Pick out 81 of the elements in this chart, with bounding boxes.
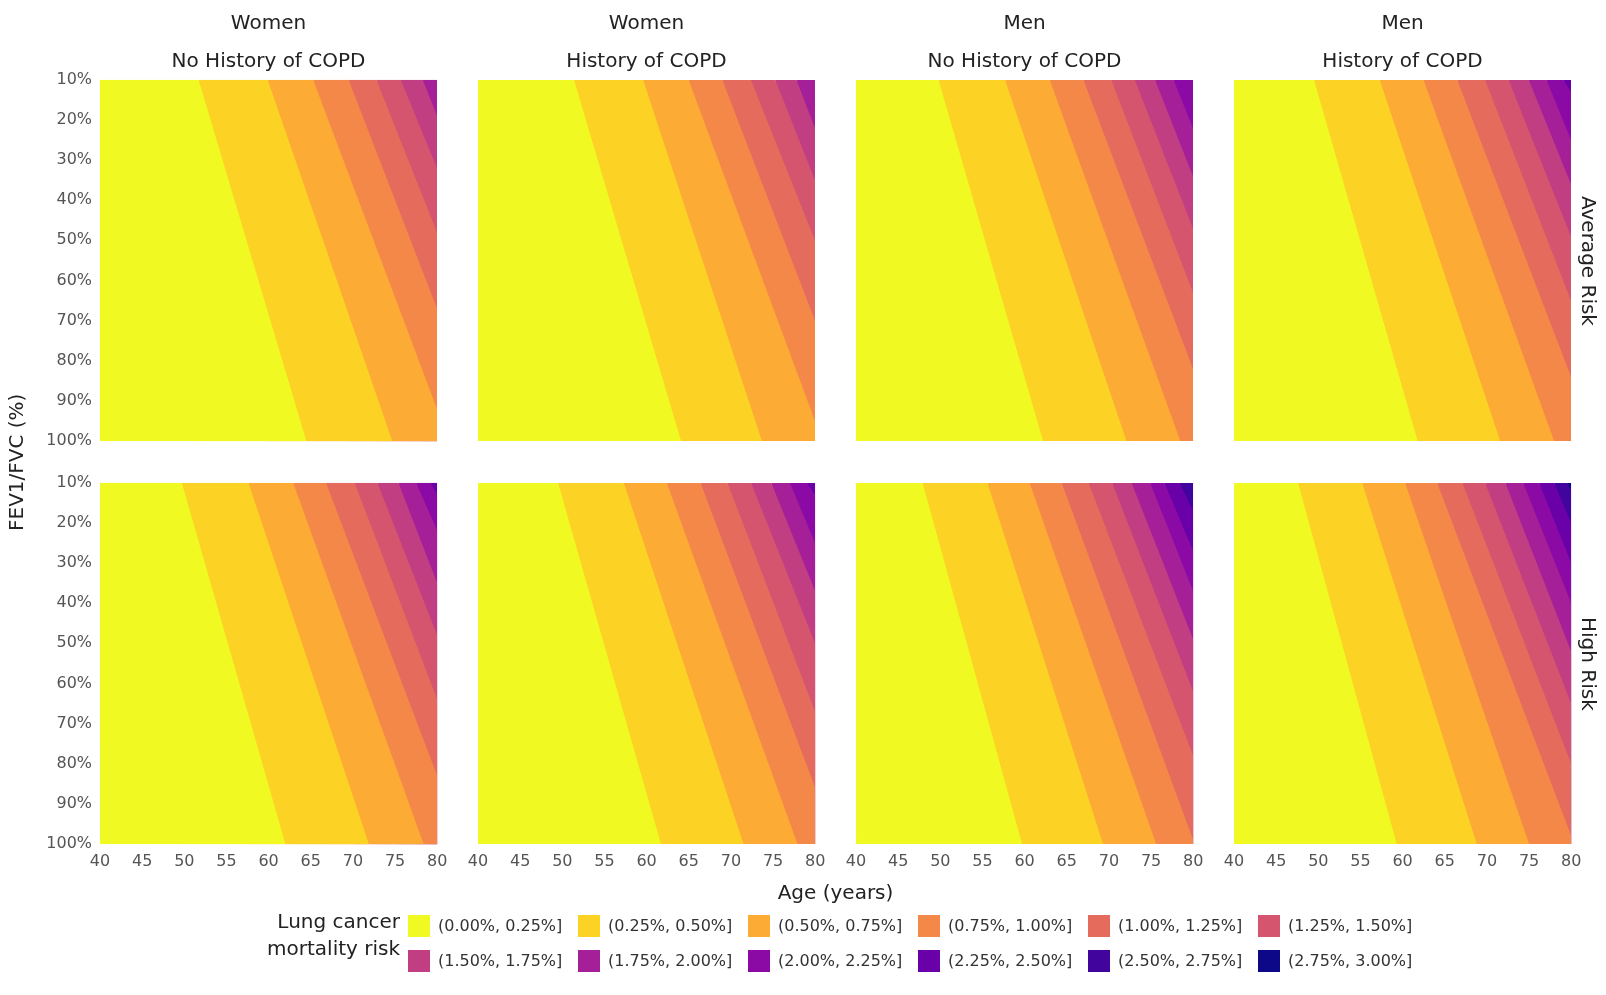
x-tick-label: 45 xyxy=(887,850,909,870)
x-tick-label: 50 xyxy=(930,850,951,870)
y-tick-label: 10% xyxy=(56,69,92,89)
x-tick-label: 70 xyxy=(342,851,364,871)
legend-label: (0.00%, 0.25%] xyxy=(438,916,563,935)
x-tick-label: 60 xyxy=(1014,850,1035,870)
y-tick-label: 100% xyxy=(46,833,93,853)
y-tick-label: 50% xyxy=(56,229,92,249)
x-axis-title: Age (years) xyxy=(776,880,895,904)
y-tick-label: 10% xyxy=(56,472,93,492)
y-tick-label: 30% xyxy=(56,552,93,572)
chart-title: Men xyxy=(1380,10,1425,34)
x-tick-label: 65 xyxy=(678,850,699,870)
legend-label: (1.75%, 2.00%] xyxy=(608,951,733,970)
x-tick-label: 55 xyxy=(216,851,237,871)
y-tick-label: 80% xyxy=(56,350,92,370)
text: High Risk xyxy=(1577,615,1601,713)
x-tick-label: 80 xyxy=(1183,850,1204,870)
x-tick-label: 75 xyxy=(1140,850,1162,870)
chart-subtitle: History of COPD xyxy=(1321,48,1484,72)
legend-label: (2.00%, 2.25%] xyxy=(778,951,903,970)
text: Average Risk xyxy=(1577,194,1601,328)
x-tick-label: 40 xyxy=(89,851,111,871)
x-tick-label: 40 xyxy=(1223,850,1245,870)
y-tick-label: 30% xyxy=(56,149,92,169)
x-tick-label: 70 xyxy=(1098,850,1120,870)
y-tick-label: 60% xyxy=(56,673,93,693)
legend-label: (2.25%, 2.50%] xyxy=(948,951,1073,970)
x-tick-label: 75 xyxy=(384,851,406,871)
y-tick-label: 60% xyxy=(56,270,92,290)
chart-subtitle: No History of COPD xyxy=(926,48,1123,72)
x-tick-label: 80 xyxy=(805,850,826,870)
x-tick-label: 70 xyxy=(720,850,742,870)
legend-label: (0.50%, 0.75%] xyxy=(778,916,903,935)
x-tick-label: 45 xyxy=(132,851,153,871)
x-tick-label: 45 xyxy=(509,850,531,870)
y-tick-label: 40% xyxy=(56,189,92,209)
y-tick-label: 20% xyxy=(56,512,93,532)
x-tick-label: 40 xyxy=(467,850,489,870)
y-axis-title: FEV1/FVC (%) xyxy=(4,392,28,533)
y-tick-label: 70% xyxy=(56,310,92,330)
x-tick-label: 50 xyxy=(552,850,573,870)
x-tick-label: 75 xyxy=(762,850,784,870)
legend-label: (0.25%, 0.50%] xyxy=(608,916,733,935)
x-tick-label: 55 xyxy=(1350,850,1371,870)
y-tick-label: 90% xyxy=(56,390,92,410)
x-tick-label: 65 xyxy=(300,851,321,871)
chart-subtitle: No History of COPD xyxy=(170,48,367,72)
y-tick-label: 50% xyxy=(56,632,93,652)
legend-label: (2.50%, 2.75%] xyxy=(1118,951,1243,970)
y-tick-label: 100% xyxy=(46,430,92,450)
x-tick-label: 55 xyxy=(594,850,615,870)
x-tick-label: 40 xyxy=(845,850,867,870)
legend-label: (0.75%, 1.00%] xyxy=(948,916,1073,935)
y-tick-label: 40% xyxy=(56,592,93,612)
x-tick-label: 75 xyxy=(1518,850,1540,870)
x-tick-label: 80 xyxy=(1561,850,1582,870)
legend-label: (1.00%, 1.25%] xyxy=(1118,916,1243,935)
x-tick-label: 70 xyxy=(1476,850,1498,870)
y-tick-label: 90% xyxy=(56,793,93,813)
x-tick-label: 65 xyxy=(1056,850,1077,870)
x-tick-label: 60 xyxy=(258,851,279,871)
legend-label: (1.50%, 1.75%] xyxy=(438,951,563,970)
x-tick-label: 60 xyxy=(1392,850,1413,870)
legend-label: (2.75%, 3.00%] xyxy=(1288,951,1413,970)
x-tick-label: 50 xyxy=(174,851,195,871)
x-tick-label: 55 xyxy=(972,850,993,870)
x-tick-label: 80 xyxy=(427,851,448,871)
chart-title: Men xyxy=(1002,10,1047,34)
x-tick-label: 60 xyxy=(636,850,657,870)
legend-title: Lung cancer mortality risk xyxy=(266,908,400,962)
chart-title: Women xyxy=(607,10,686,34)
y-tick-label: 20% xyxy=(56,109,92,129)
chart-subtitle: History of COPD xyxy=(565,48,728,72)
x-tick-label: 65 xyxy=(1434,850,1455,870)
y-tick-label: 70% xyxy=(56,713,93,733)
y-tick-label: 80% xyxy=(56,753,93,773)
x-tick-label: 50 xyxy=(1308,850,1329,870)
legend-label: (1.25%, 1.50%] xyxy=(1288,916,1413,935)
x-tick-label: 45 xyxy=(1265,850,1287,870)
chart-title: Women xyxy=(229,10,308,34)
